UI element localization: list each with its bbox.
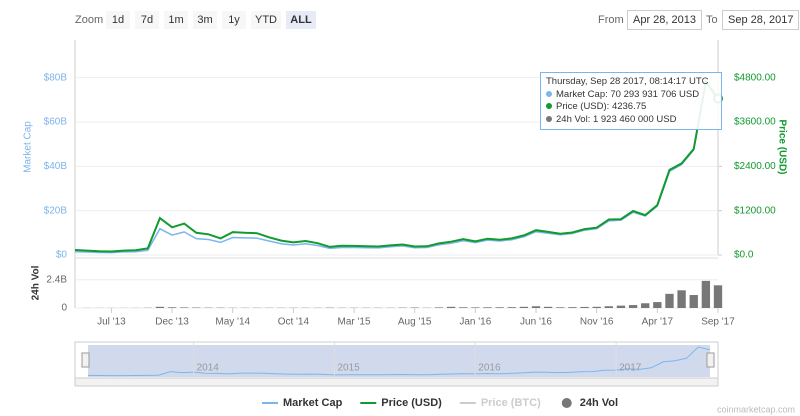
series-line <box>74 78 719 253</box>
legend-label[interactable]: Price (BTC) <box>481 397 541 409</box>
legend-label[interactable]: 24h Vol <box>580 397 618 409</box>
from-label: From <box>598 14 624 26</box>
volume-bar <box>689 295 698 308</box>
x-tick-label: Mar '15 <box>338 317 371 328</box>
series-line <box>74 80 719 254</box>
tooltip: Thursday, Sep 28 2017, 08:14:17 UTC Mark… <box>540 72 722 130</box>
series-line <box>87 346 711 377</box>
y2-tick-label: $3600.00 <box>734 117 776 128</box>
x-tick-label: Dec '13 <box>155 317 189 328</box>
x-tick-label: Sep '17 <box>701 317 735 328</box>
y-tick-label: $20B <box>44 205 68 216</box>
volume-bar <box>653 302 662 308</box>
navigator-label: 2017 <box>619 363 642 374</box>
volume-bar <box>495 307 504 308</box>
volume-bar <box>628 305 638 308</box>
x-tick-label: May '14 <box>215 317 250 328</box>
x-tick-label: Jun '16 <box>520 317 552 328</box>
tooltip-line: Price (USD): 4236.75 <box>556 101 647 112</box>
range-button[interactable]: ALL <box>286 11 316 29</box>
volume-bar <box>155 306 165 308</box>
volume-bar <box>604 306 613 308</box>
y2-tick-label: $0.0 <box>734 250 754 261</box>
volume-bar <box>531 306 541 308</box>
volume-bar <box>568 307 577 308</box>
y2-tick-label: $4800.00 <box>734 72 776 83</box>
x-tick-label: Jul '13 <box>97 317 126 328</box>
range-button[interactable]: 3m <box>193 11 217 29</box>
volume-bar <box>665 293 674 308</box>
volume-bar <box>701 280 711 308</box>
y-tick-label: $40B <box>44 161 68 172</box>
volume-bar <box>167 307 177 308</box>
to-label: To <box>706 14 718 26</box>
volume-tick-label: 2.4B <box>46 274 67 285</box>
volume-bar <box>483 307 492 308</box>
navigator-label: 2014 <box>197 363 220 374</box>
range-button[interactable]: 1d <box>106 11 130 29</box>
volume-bar <box>641 303 650 308</box>
tooltip-header: Thursday, Sep 28 2017, 08:14:17 UTC <box>546 76 709 87</box>
range-button[interactable]: 1m <box>164 11 188 29</box>
from-input[interactable]: Apr 28, 2013 <box>627 10 702 30</box>
navigator-frame <box>74 341 719 379</box>
volume-bar <box>507 307 516 308</box>
volume-bar <box>519 306 529 308</box>
tooltip-line: Market Cap: 70 293 931 706 USD <box>556 88 700 100</box>
volume-bar <box>677 290 686 308</box>
legend-label[interactable]: Market Cap <box>283 397 343 409</box>
navigator-label: 2015 <box>337 363 360 374</box>
x-tick-label: Apr '17 <box>642 317 674 328</box>
navigator-label: 2016 <box>478 363 501 374</box>
navigator-handle[interactable] <box>706 352 715 368</box>
range-button[interactable]: 7d <box>135 11 159 29</box>
volume-bar <box>592 306 601 308</box>
y2-tick-label: $2400.00 <box>734 161 776 172</box>
tooltip-line: 24h Vol: 1 923 460 000 USD <box>556 113 677 125</box>
volume-bar <box>580 306 589 308</box>
volume-bar <box>446 306 456 308</box>
volume-bar <box>713 285 723 308</box>
volume-bar <box>543 306 553 308</box>
volume-bar <box>434 307 444 308</box>
credits: coinmarketcap.com <box>717 404 795 414</box>
y2-axis-title: Price (USD) <box>776 119 787 174</box>
y-axis-title: Market Cap <box>23 121 34 173</box>
legend-symbol <box>561 398 572 408</box>
x-tick-label: Aug '15 <box>398 317 432 328</box>
volume-axis-title: 24h Vol <box>31 265 42 300</box>
y2-tick-label: $1200.00 <box>734 205 776 216</box>
y-tick-label: $80B <box>44 72 68 83</box>
range-button[interactable]: YTD <box>251 11 281 29</box>
scrollbar[interactable] <box>74 377 719 387</box>
y-tick-label: $0 <box>56 250 68 261</box>
x-tick-label: Nov '16 <box>580 317 614 328</box>
x-tick-label: Oct '14 <box>278 317 310 328</box>
navigator-handle[interactable] <box>81 352 90 368</box>
volume-bar <box>556 307 565 308</box>
volume-bar <box>471 307 480 308</box>
to-input[interactable]: Sep 28, 2017 <box>722 10 800 30</box>
volume-bar <box>459 307 468 308</box>
range-button[interactable]: 1y <box>222 11 246 29</box>
navigator-mask <box>88 345 710 377</box>
volume-tick-label: 0 <box>61 303 67 314</box>
legend-label[interactable]: Price (USD) <box>381 397 442 409</box>
volume-bar <box>616 305 626 308</box>
zoom-label: Zoom <box>75 14 104 26</box>
volume-bar <box>180 307 189 308</box>
y-tick-label: $60B <box>44 117 68 128</box>
x-tick-label: Jan '16 <box>459 317 491 328</box>
